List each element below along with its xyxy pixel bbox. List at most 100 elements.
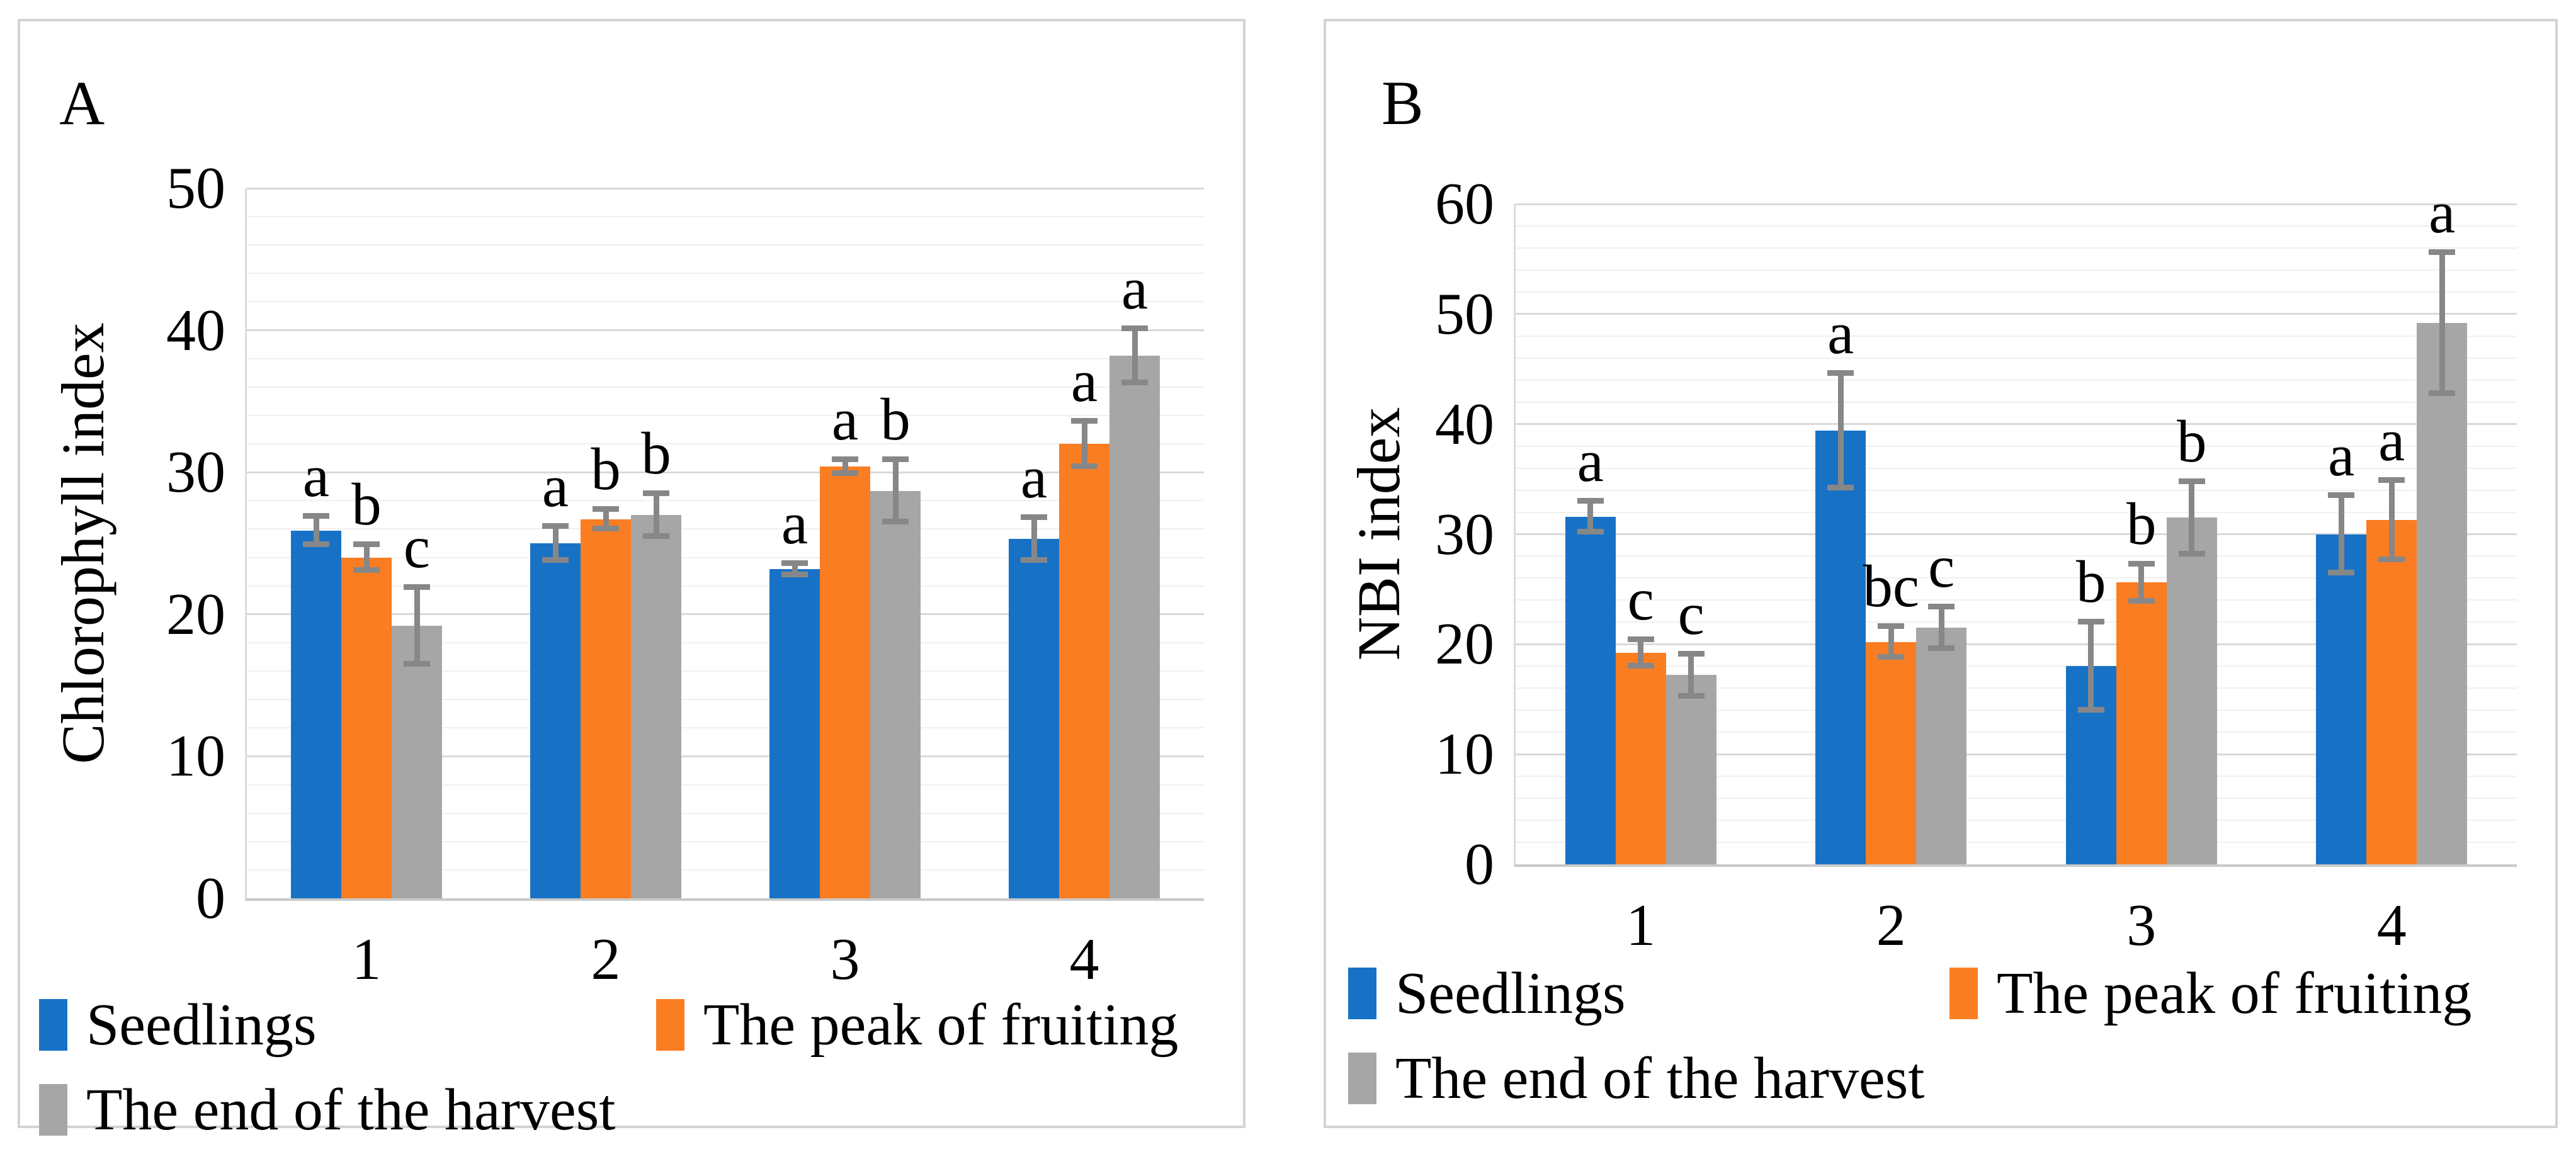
bar — [1009, 539, 1059, 898]
minor-gridline — [1516, 732, 2517, 733]
significance-letter: a — [781, 489, 809, 557]
legend-row: The end of the harvest — [39, 1079, 1223, 1164]
error-bar-cap — [593, 506, 619, 512]
error-bar-cap — [2077, 707, 2104, 713]
error-bar — [552, 526, 559, 561]
panel-a: A Chlorophyll index 0 10 20 30 40 50 1 a b c 2 a b b 3… — [18, 19, 1245, 1141]
significance-letter: c — [403, 513, 431, 580]
bar — [1565, 516, 1616, 864]
error-bar — [1938, 606, 1944, 649]
significance-letter: a — [302, 443, 330, 510]
error-bar-cap — [1627, 663, 1654, 669]
y-tick-label: 20 — [166, 581, 225, 647]
significance-letter: b — [351, 471, 382, 538]
minor-gridline — [247, 443, 1204, 445]
bar — [1866, 641, 1917, 864]
error-bar — [2088, 622, 2094, 711]
significance-letter: a — [2429, 178, 2456, 246]
error-bar-cap — [882, 456, 909, 462]
major-gridline — [247, 187, 1204, 189]
legend-row: Seedlings The peak of fruiting — [39, 994, 1223, 1079]
error-bar-cap — [303, 513, 329, 519]
significance-letter: a — [1070, 347, 1098, 414]
error-bar-cap — [643, 490, 669, 497]
error-bar-cap — [1878, 623, 1905, 630]
bar — [769, 568, 820, 898]
legend-row: The end of the harvest — [1348, 1048, 2532, 1133]
minor-gridline — [247, 273, 1204, 274]
panel-a-y-axis-title: Chlorophyll index — [49, 322, 116, 764]
error-bar-cap — [2378, 477, 2405, 483]
y-tick-label: 50 — [166, 155, 225, 221]
panel-b-letter: B — [1382, 68, 1424, 138]
significance-letter: a — [1020, 444, 1048, 511]
legend-row: Seedlings The peak of fruiting — [1348, 963, 2532, 1048]
error-bar-cap — [303, 541, 329, 548]
error-bar-cap — [1071, 463, 1098, 470]
minor-gridline — [1516, 445, 2517, 447]
error-bar — [603, 509, 609, 529]
error-bar — [363, 545, 370, 570]
minor-gridline — [247, 244, 1204, 246]
error-bar-cap — [2328, 569, 2355, 575]
minor-gridline — [1516, 401, 2517, 403]
legend-item-seedlings: Seedlings — [39, 994, 317, 1056]
bar — [1665, 675, 1716, 864]
bar — [2166, 517, 2217, 864]
bar — [341, 557, 392, 898]
minor-gridline — [247, 869, 1204, 871]
minor-gridline — [1516, 467, 2517, 469]
panel-b: B NBI index 0 10 20 30 40 50 60 1 a c c 2 a bc c 3 b b b 4 a… — [1324, 19, 2558, 1128]
error-bar-cap — [2128, 598, 2155, 604]
error-bar — [1888, 626, 1894, 658]
error-bar — [792, 563, 798, 575]
end-of-harvest-swatch-icon — [39, 1084, 67, 1136]
error-bar-cap — [1071, 417, 1098, 424]
significance-letter: a — [2378, 406, 2405, 473]
panel-a-letter: A — [59, 68, 105, 138]
minor-gridline — [247, 500, 1204, 502]
error-bar-cap — [781, 571, 808, 577]
error-bar — [2338, 495, 2344, 573]
error-bar-cap — [832, 470, 858, 477]
significance-letter: b — [641, 420, 671, 487]
minor-gridline — [247, 812, 1204, 814]
error-bar-cap — [1827, 485, 1854, 491]
minor-gridline — [1516, 269, 2517, 271]
error-bar-cap — [1577, 529, 1604, 535]
minor-gridline — [247, 557, 1204, 558]
x-tick-label: 1 — [1626, 893, 1656, 958]
minor-gridline — [1516, 291, 2517, 293]
error-bar-cap — [643, 533, 669, 539]
significance-letter: a — [1577, 427, 1604, 495]
major-gridline — [1516, 533, 2517, 535]
error-bar-cap — [1121, 380, 1148, 386]
error-bar — [1837, 373, 1844, 489]
y-tick-label: 0 — [1465, 832, 1494, 897]
error-bar — [892, 459, 899, 523]
panel-b-plot-area: 0 10 20 30 40 50 60 1 a c c 2 a bc c 3 b b b 4 a a a — [1435, 174, 2517, 955]
panel-b-y-axis-title: NBI index — [1345, 407, 1412, 661]
minor-gridline — [1516, 842, 2517, 844]
legend-label-seedlings: Seedlings — [86, 992, 317, 1058]
bar — [820, 466, 870, 898]
error-bar — [1688, 654, 1694, 696]
error-bar-cap — [832, 456, 858, 462]
major-gridline — [247, 329, 1204, 332]
error-bar-cap — [882, 519, 909, 525]
major-gridline — [247, 471, 1204, 473]
error-bar — [1587, 501, 1594, 533]
error-bar — [1638, 640, 1644, 667]
panel-a-legend: Seedlings The peak of fruiting The end o… — [39, 994, 1223, 1164]
error-bar — [2439, 252, 2445, 393]
minor-gridline — [1516, 357, 2517, 359]
minor-gridline — [1516, 776, 2517, 777]
error-bar — [653, 494, 659, 536]
x-tick-label: 1 — [351, 927, 382, 992]
significance-letter: bc — [1863, 553, 1920, 620]
minor-gridline — [1516, 709, 2517, 711]
error-bar-cap — [2128, 560, 2155, 567]
error-bar — [313, 516, 319, 545]
error-bar-cap — [1627, 636, 1654, 643]
minor-gridline — [1516, 247, 2517, 249]
